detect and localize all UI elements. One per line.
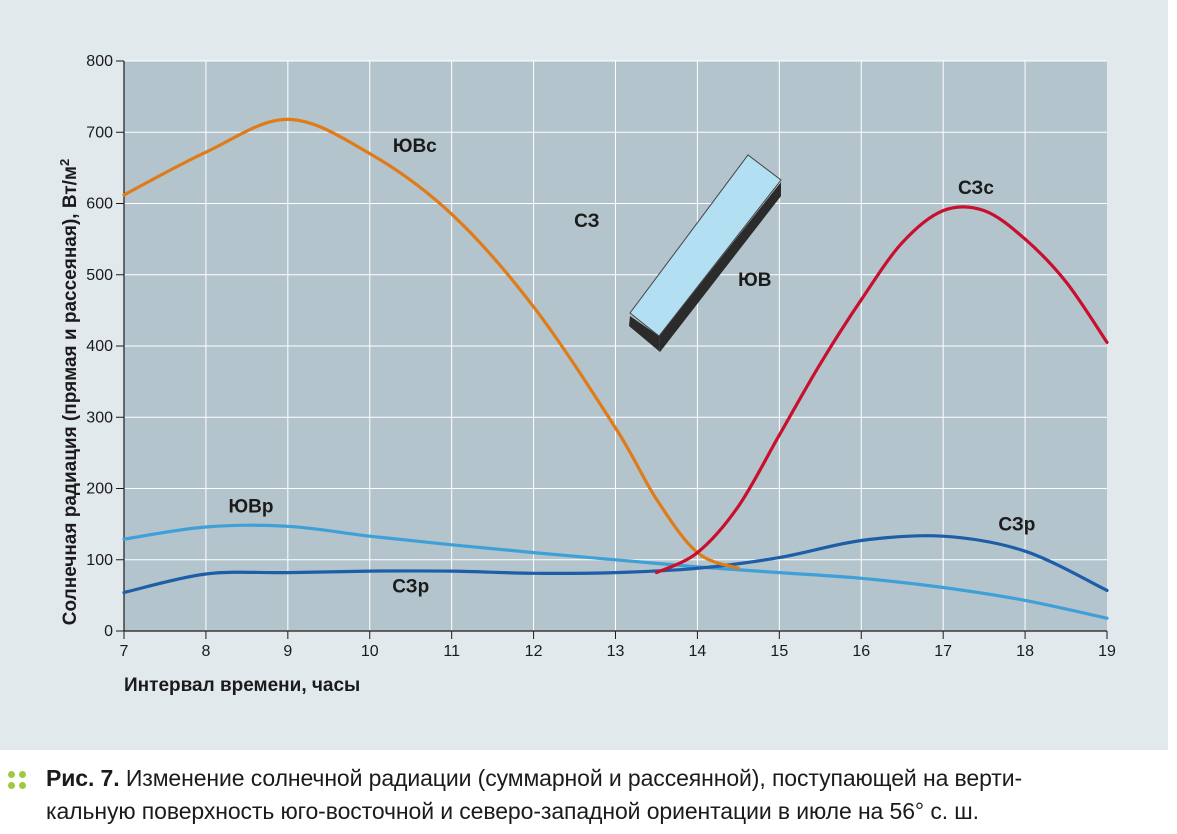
chart-figure: 7 8 9 10 11 12 13 14 15 16 17 18 19 0 100 200 300 400 500 6… [0,0,1168,750]
x-tick-label: 9 [283,643,292,660]
building-block-illustration [629,154,782,352]
caption-line-2: кальную поверхность юго-восточной и севе… [46,798,979,824]
building-dark-side [659,182,781,352]
series-line-1 [122,117,740,570]
y-tick-label: 400 [86,338,113,355]
x-tick-label: 13 [607,643,625,660]
y-tick-label: 200 [86,481,113,498]
y-tick-label: 800 [86,53,113,70]
y-tick-label: 300 [86,409,113,426]
x-tick-label: 10 [361,643,379,660]
series-line-3 [122,523,1109,620]
annotation-label: ЮВр [229,497,274,518]
y-tick-label: 600 [86,196,113,213]
x-tick-label: 12 [525,643,543,660]
y-tick-label: 500 [86,267,113,284]
series-line-2 [654,205,1109,575]
y-axis-label: Солнечная радиация (прямая и рассеяная),… [57,159,81,625]
caption-label: Рис. 7. [46,765,120,791]
chart-svg: 7 8 9 10 11 12 13 14 15 16 17 18 19 0 100 200 300 400 500 6… [57,53,1116,696]
annotation-label: СЗ [574,211,599,232]
x-tick-label: 8 [201,643,210,660]
building-front-face [629,154,782,337]
x-tick-label: 14 [689,643,707,660]
annotation-label: СЗр [998,515,1035,536]
caption-text: Рис. 7. Изменение солнечной радиации (су… [46,762,1171,828]
x-axis-label: Интервал времени, часы [124,675,360,696]
y-tick-label: 100 [86,552,113,569]
x-tick-label: 15 [770,643,788,660]
y-tick-label: 0 [104,623,113,640]
grid-lines [124,60,1107,631]
figure-caption: Рис. 7. Изменение солнечной радиации (су… [0,758,1177,834]
building-dark-bottom [629,316,660,352]
x-tick-label: 7 [120,643,129,660]
annotation-label: ЮВ [738,270,771,291]
series-lines [122,117,1109,620]
annotation-label: ЮВс [393,136,437,157]
annotation-label: СЗс [958,178,994,199]
x-tick-label: 16 [852,643,870,660]
annotation-label: СЗр [392,577,429,598]
series-annotations: ЮВс СЗс ЮВр СЗр СЗр СЗ ЮВ [229,136,1036,597]
caption-line-1: Изменение солнечной радиации (суммарной … [119,765,1023,791]
x-tick-label: 17 [934,643,952,660]
y-tick-label: 700 [86,124,113,141]
x-tick-label: 19 [1098,643,1116,660]
x-tick-label: 18 [1016,643,1034,660]
x-tick-label: 11 [443,643,460,660]
caption-bullet-icon [8,771,28,791]
axes: 7 8 9 10 11 12 13 14 15 16 17 18 19 0 100 200 300 400 500 6… [86,53,1116,660]
series-line-4 [122,534,1109,595]
